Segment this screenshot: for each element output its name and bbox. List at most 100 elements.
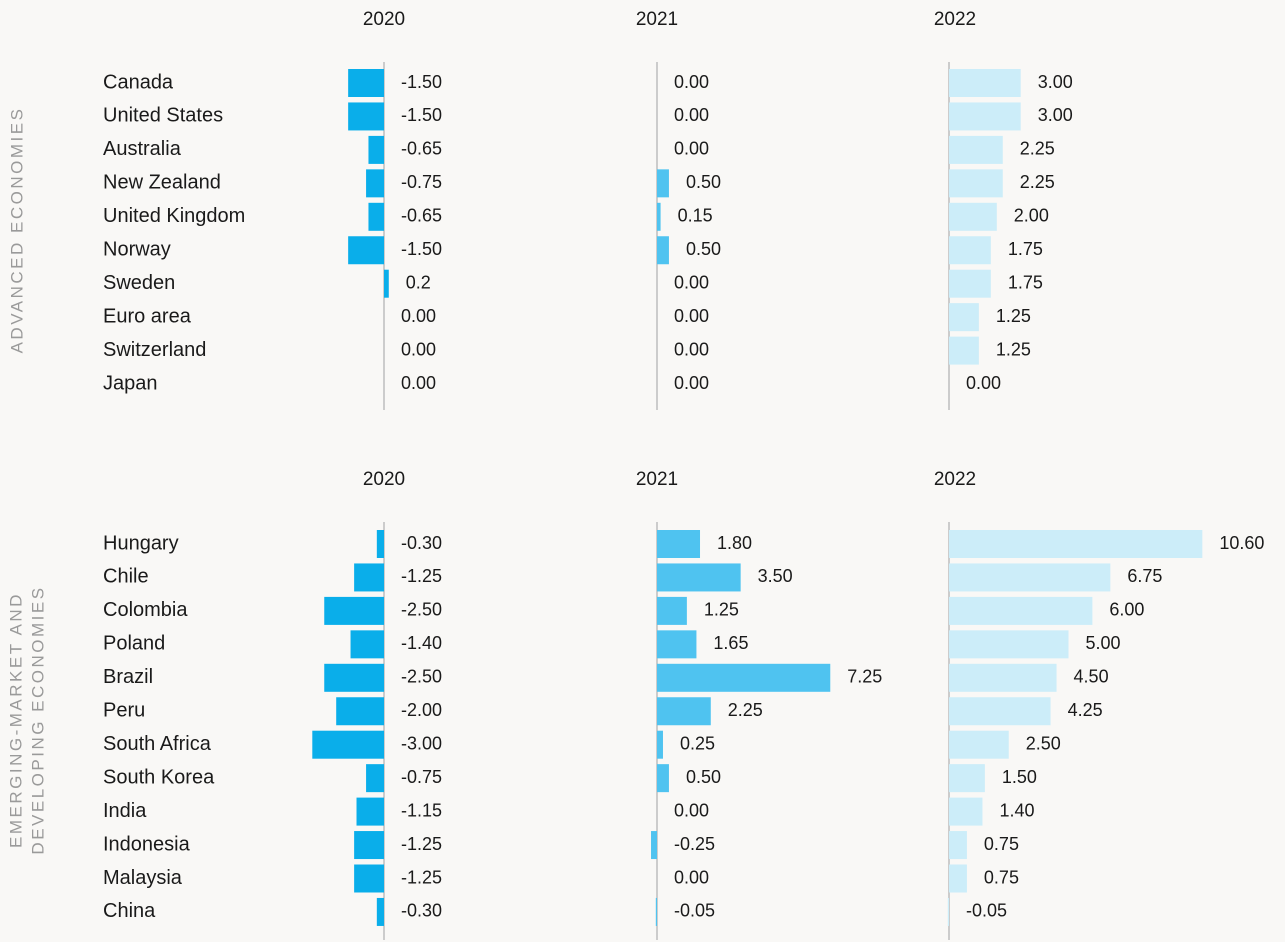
bar <box>356 797 384 826</box>
value-label: -2.00 <box>401 700 442 720</box>
category-label: Malaysia <box>103 867 183 889</box>
bar <box>949 563 1111 592</box>
value-label: 0.75 <box>984 834 1019 854</box>
column-header: 2021 <box>636 9 678 30</box>
bar <box>949 864 967 893</box>
category-label: Switzerland <box>103 339 206 361</box>
category-label: Australia <box>103 138 182 160</box>
bar <box>348 69 384 97</box>
value-label: 0.00 <box>674 306 709 326</box>
value-label: -0.65 <box>401 206 442 226</box>
bar <box>324 663 384 692</box>
bar <box>657 236 669 265</box>
category-label: South Korea <box>103 766 215 788</box>
bar <box>949 269 991 298</box>
category-label: Hungary <box>103 532 179 554</box>
value-label: -3.00 <box>401 733 442 753</box>
category-label: Euro area <box>103 305 192 327</box>
bar <box>312 730 384 759</box>
column-header: 2020 <box>363 9 405 30</box>
value-label: -2.50 <box>401 600 442 620</box>
value-label: 6.75 <box>1127 566 1162 586</box>
value-label: -0.05 <box>674 901 715 921</box>
group-label: ADVANCED ECONOMIES <box>7 107 26 354</box>
value-label: 4.25 <box>1068 700 1103 720</box>
bar <box>949 135 1003 164</box>
bar <box>657 530 701 558</box>
bar <box>657 563 741 592</box>
value-label: 2.00 <box>1014 206 1049 226</box>
value-label: 0.00 <box>674 72 709 92</box>
category-label: Colombia <box>103 599 188 621</box>
bar <box>657 697 711 726</box>
value-label: 1.80 <box>717 533 752 553</box>
value-label: 1.40 <box>999 800 1034 820</box>
value-label: -1.50 <box>401 239 442 259</box>
bar <box>336 697 384 726</box>
value-label: 1.50 <box>1002 767 1037 787</box>
value-label: 0.50 <box>686 767 721 787</box>
category-label: Japan <box>103 372 158 394</box>
value-label: 0.50 <box>686 172 721 192</box>
value-label: 0.00 <box>674 373 709 393</box>
value-label: 2.25 <box>728 700 763 720</box>
value-label: 0.2 <box>406 272 431 292</box>
value-label: -1.50 <box>401 72 442 92</box>
bar <box>949 764 985 793</box>
bar <box>384 269 389 298</box>
value-label: -1.15 <box>401 800 442 820</box>
column-header: 2020 <box>363 469 405 490</box>
category-label: Canada <box>103 71 174 93</box>
value-label: 0.00 <box>966 373 1001 393</box>
value-label: 1.65 <box>713 633 748 653</box>
value-label: 0.00 <box>674 339 709 359</box>
value-label: -0.75 <box>401 767 442 787</box>
bar <box>947 897 949 926</box>
category-label: Indonesia <box>103 833 191 855</box>
category-label: Poland <box>103 633 165 655</box>
bar <box>949 831 967 860</box>
value-label: 5.00 <box>1086 633 1121 653</box>
bar <box>949 730 1009 759</box>
bar <box>376 530 384 558</box>
category-label: United Kingdom <box>103 205 245 227</box>
value-label: -1.40 <box>401 633 442 653</box>
bar <box>366 764 384 793</box>
category-label: Sweden <box>103 272 175 294</box>
value-label: 0.00 <box>674 867 709 887</box>
value-label: 0.00 <box>401 306 436 326</box>
bar <box>949 236 991 265</box>
category-label: New Zealand <box>103 172 221 194</box>
value-label: 0.00 <box>674 105 709 125</box>
value-label: 3.00 <box>1038 72 1073 92</box>
value-label: 0.75 <box>984 867 1019 887</box>
bar <box>949 69 1021 97</box>
group-label: DEVELOPING ECONOMIES <box>28 585 47 854</box>
value-label: -1.25 <box>401 566 442 586</box>
value-label: 6.00 <box>1109 600 1144 620</box>
category-label: United States <box>103 105 223 127</box>
category-label: China <box>103 900 156 922</box>
bar <box>949 169 1003 198</box>
value-label: -0.30 <box>401 533 442 553</box>
bar <box>949 336 979 365</box>
bar <box>366 169 384 198</box>
value-label: 4.50 <box>1074 667 1109 687</box>
bar <box>368 135 384 164</box>
bar <box>348 236 384 265</box>
value-label: -0.05 <box>966 901 1007 921</box>
bar <box>949 797 983 826</box>
value-label: -1.25 <box>401 867 442 887</box>
bar <box>655 897 657 926</box>
value-label: 0.00 <box>674 139 709 159</box>
category-label: Brazil <box>103 666 153 688</box>
bar <box>651 831 657 860</box>
category-label: Norway <box>103 239 171 261</box>
bar <box>657 169 669 198</box>
value-label: 2.25 <box>1020 139 1055 159</box>
bar <box>368 202 384 231</box>
bar <box>657 202 661 231</box>
value-label: 3.50 <box>758 566 793 586</box>
column-header: 2022 <box>934 9 976 30</box>
